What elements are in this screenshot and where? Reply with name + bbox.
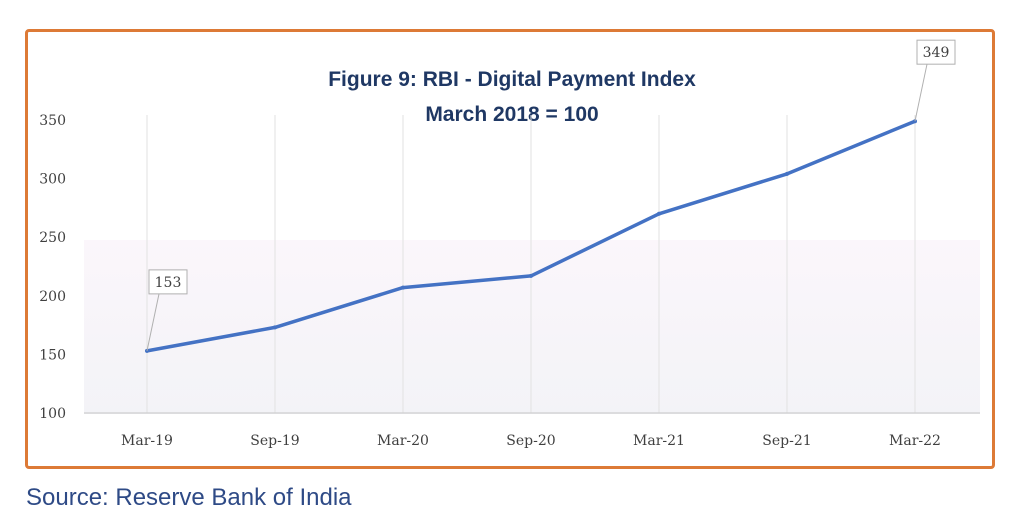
x-tick-label: Sep-19	[250, 433, 299, 449]
data-label-leader	[914, 64, 928, 122]
data-label-box	[916, 39, 956, 65]
data-label: 349	[923, 45, 950, 61]
chart-title: Figure 9: RBI - Digital Payment Index	[328, 68, 696, 91]
data-point	[145, 348, 149, 353]
x-tick-label: Sep-20	[506, 433, 555, 449]
y-tick-label: 200	[39, 289, 66, 305]
y-tick-label: 100	[39, 406, 66, 422]
data-point	[913, 119, 917, 124]
x-tick-label: Mar-20	[377, 433, 429, 449]
data-label-leader	[146, 293, 160, 351]
x-tick-label: Mar-19	[121, 433, 173, 449]
data-point	[401, 285, 405, 290]
y-tick-label: 350	[39, 113, 66, 129]
data-label-box	[148, 269, 188, 295]
data-point	[529, 273, 533, 278]
data-label: 153	[155, 275, 182, 291]
y-tick-label: 250	[39, 230, 66, 246]
x-tick-label: Mar-21	[633, 433, 685, 449]
x-tick-label: Sep-21	[762, 433, 811, 449]
plot-band	[84, 240, 980, 414]
y-tick-label: 300	[39, 172, 66, 188]
data-point	[785, 171, 789, 176]
source-note: Source: Reserve Bank of India	[26, 484, 352, 511]
y-tick-label: 150	[39, 347, 66, 363]
chart-subtitle: March 2018 = 100	[425, 103, 599, 126]
data-point	[273, 325, 277, 330]
x-tick-label: Mar-22	[889, 433, 941, 449]
data-point	[657, 211, 661, 216]
